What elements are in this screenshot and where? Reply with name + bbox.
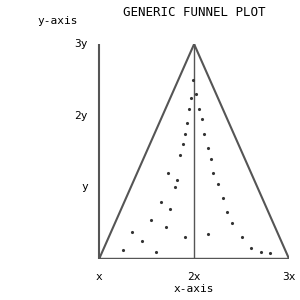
Text: y: y	[81, 182, 88, 192]
Text: 2x: 2x	[188, 272, 201, 282]
Text: 2y: 2y	[74, 111, 88, 121]
Text: 3y: 3y	[74, 39, 88, 49]
Text: x: x	[96, 272, 103, 282]
Text: x-axis: x-axis	[174, 284, 214, 294]
Text: GENERIC FUNNEL PLOT: GENERIC FUNNEL PLOT	[123, 6, 266, 19]
Text: y-axis: y-axis	[38, 16, 78, 26]
Text: 3x: 3x	[282, 272, 296, 282]
